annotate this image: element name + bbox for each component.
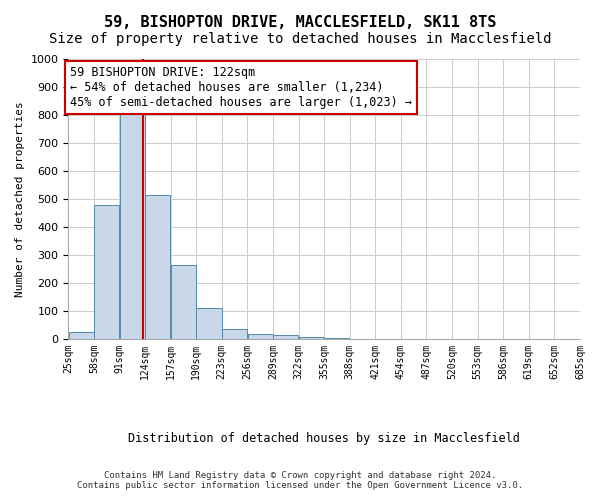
Bar	[299, 337, 324, 339]
Text: 59 BISHOPTON DRIVE: 122sqm
← 54% of detached houses are smaller (1,234)
45% of s: 59 BISHOPTON DRIVE: 122sqm ← 54% of deta…	[70, 66, 412, 109]
Bar	[94, 204, 119, 339]
Text: Contains HM Land Registry data © Crown copyright and database right 2024.
Contai: Contains HM Land Registry data © Crown c…	[77, 470, 523, 490]
Bar	[68, 332, 94, 339]
Bar	[120, 110, 145, 339]
Bar	[325, 338, 349, 339]
Bar	[248, 334, 273, 339]
X-axis label: Distribution of detached houses by size in Macclesfield: Distribution of detached houses by size …	[128, 432, 520, 445]
Bar	[273, 336, 298, 339]
Bar	[171, 265, 196, 339]
Bar	[222, 328, 247, 339]
Text: Size of property relative to detached houses in Macclesfield: Size of property relative to detached ho…	[49, 32, 551, 46]
Text: 59, BISHOPTON DRIVE, MACCLESFIELD, SK11 8TS: 59, BISHOPTON DRIVE, MACCLESFIELD, SK11 …	[104, 15, 496, 30]
Y-axis label: Number of detached properties: Number of detached properties	[15, 101, 25, 297]
Bar	[196, 308, 221, 339]
Bar	[145, 195, 170, 339]
